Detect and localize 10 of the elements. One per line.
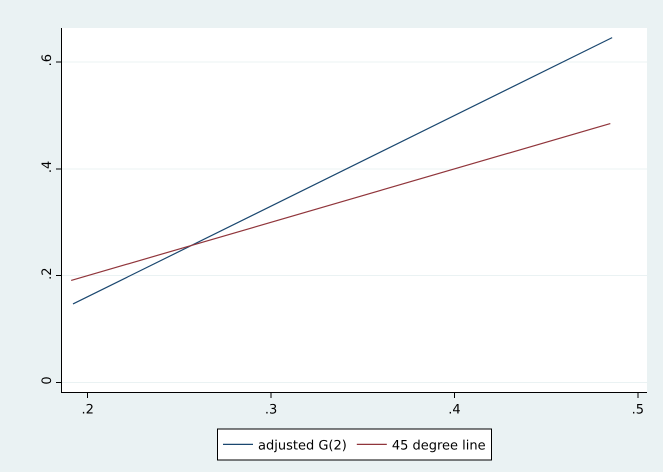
- legend-label: 45 degree line: [392, 438, 486, 454]
- x-tick-label: .4: [448, 402, 461, 418]
- x-tick-label: .5: [632, 402, 644, 418]
- y-tick-label: .2: [40, 267, 55, 280]
- x-tick-label: .2: [81, 402, 94, 418]
- y-tick-label: 0: [40, 376, 55, 385]
- y-tick-label: .4: [40, 160, 55, 174]
- legend-label: adjusted G(2): [258, 438, 347, 454]
- y-tick-label: .6: [40, 54, 55, 66]
- x-tick-label: .3: [264, 402, 278, 418]
